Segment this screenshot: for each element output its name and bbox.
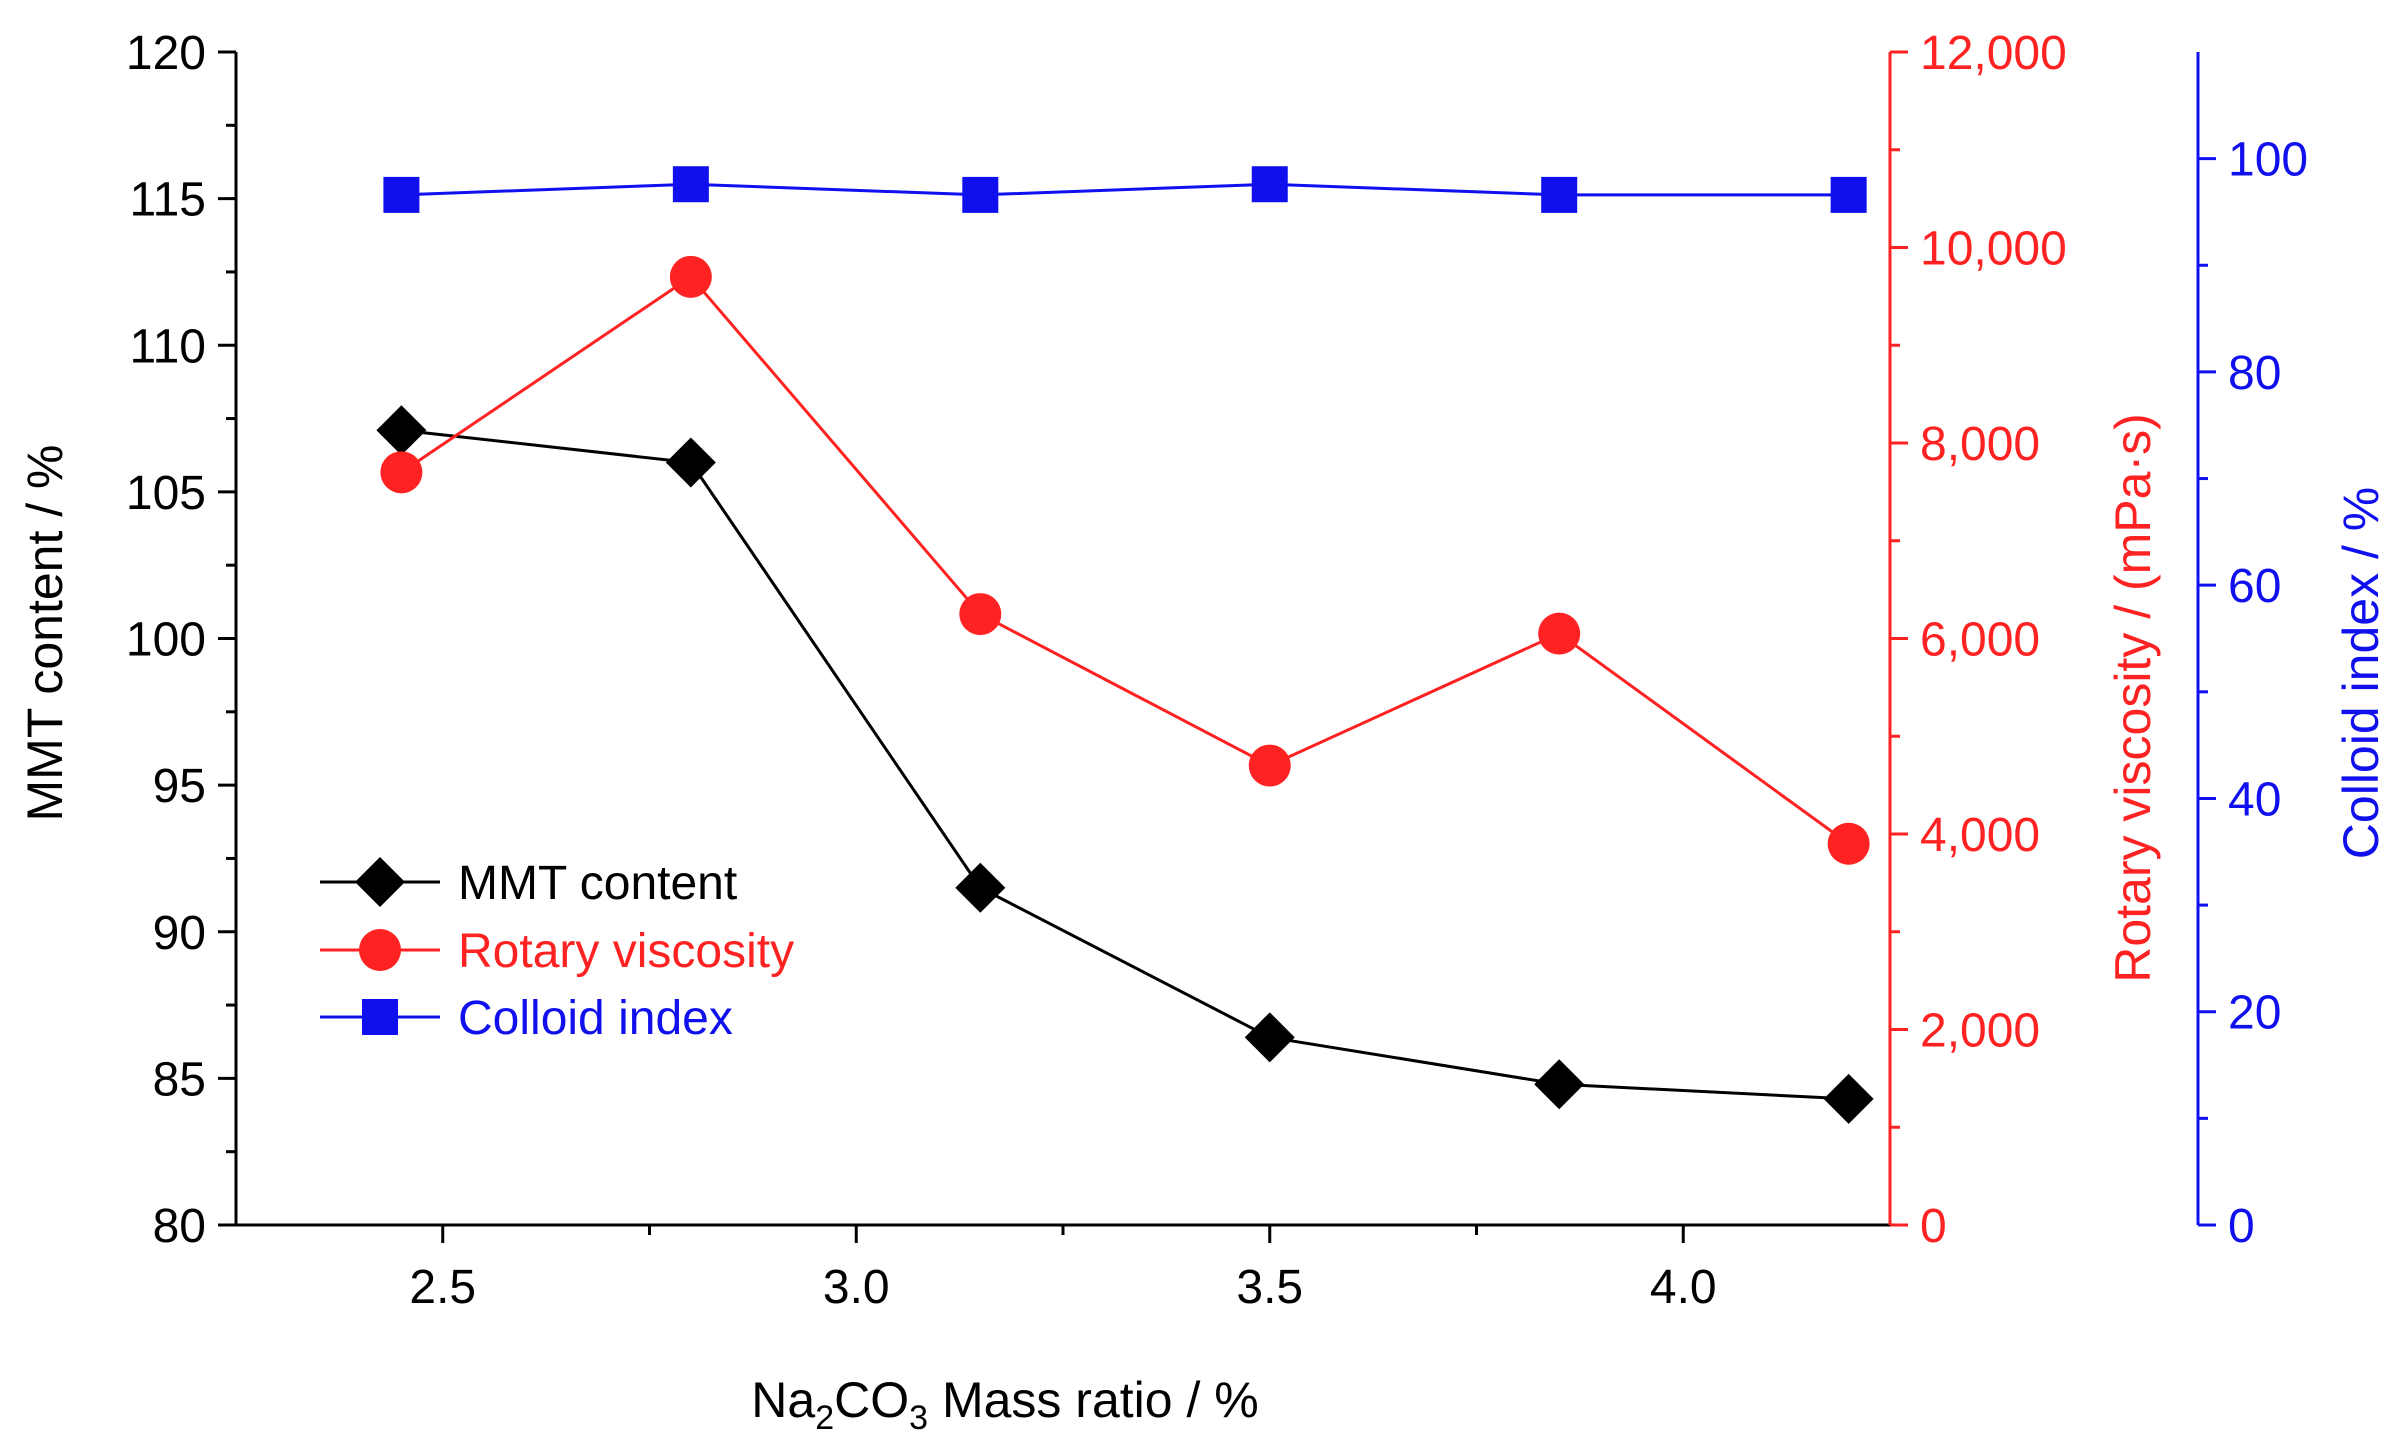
left-y-axis: 80 85 90 95 100 105 110 115 120 (126, 27, 238, 1253)
data-point (1244, 1012, 1295, 1063)
data-point (1827, 822, 1870, 865)
data-point (380, 451, 423, 494)
legend-item: MMT content (320, 857, 737, 910)
legend-marker (362, 999, 398, 1035)
legend-item: Colloid index (320, 992, 733, 1045)
right1-tick-label: 0 (1920, 1200, 1947, 1253)
data-point (383, 176, 420, 213)
series-layer (376, 166, 1874, 1124)
data-point (1538, 612, 1581, 655)
legend-marker (355, 857, 405, 907)
data-point (1248, 744, 1291, 787)
x-axis: 2.5 3.0 3.5 4.0 (409, 1225, 1717, 1314)
plot-frame (234, 52, 1890, 1227)
series-circle (380, 255, 1870, 865)
right1-tick-label: 4,000 (1920, 809, 2040, 862)
series-square (383, 166, 1867, 213)
right1-tick-label: 6,000 (1920, 614, 2040, 667)
legend-label: MMT content (458, 857, 737, 910)
right2-tick-label: 0 (2228, 1200, 2255, 1253)
x-axis-title: Na2CO3 Mass ratio / % (751, 1372, 1258, 1437)
left-tick-label: 110 (129, 320, 206, 373)
left-tick-label: 80 (153, 1200, 206, 1253)
series-line (401, 428, 1849, 1101)
series-diamond (376, 405, 1874, 1124)
left-tick-label: 100 (126, 614, 206, 667)
data-point (959, 593, 1002, 636)
right2-tick-label: 100 (2228, 134, 2308, 187)
x-tick-label: 3.5 (1236, 1261, 1303, 1314)
right2-tick-label: 60 (2228, 560, 2281, 613)
left-tick-label: 120 (126, 27, 206, 80)
right1-tick-label: 12,000 (1920, 27, 2067, 80)
viscosity-axis-title: Rotary viscosity / (mPa·s) (2105, 413, 2161, 983)
colloid-y-axis: 0 20 40 60 80 100 (2196, 52, 2308, 1253)
right1-tick-label: 10,000 (1920, 223, 2067, 276)
data-point (1534, 1059, 1585, 1110)
legend-label: Colloid index (458, 992, 733, 1045)
legend-item: Rotary viscosity (320, 925, 794, 978)
x-axis-title-mid: CO (834, 1372, 909, 1428)
x-tick-label: 2.5 (409, 1261, 476, 1314)
x-tick-label: 4.0 (1650, 1261, 1717, 1314)
left-tick-label: 85 (153, 1053, 206, 1106)
data-point (1541, 176, 1578, 213)
data-point (962, 176, 999, 213)
colloid-axis-title: Colloid index / % (2333, 487, 2389, 859)
x-tick-label: 3.0 (823, 1261, 890, 1314)
right2-tick-label: 80 (2228, 347, 2281, 400)
legend-label: Rotary viscosity (458, 925, 794, 978)
data-point (669, 255, 712, 298)
x-axis-title-pre: Na (751, 1372, 815, 1428)
right1-tick-label: 8,000 (1920, 418, 2040, 471)
left-tick-label: 95 (153, 760, 206, 813)
series-line (401, 182, 1849, 197)
data-point (955, 862, 1006, 913)
data-point (376, 405, 427, 456)
x-axis-title-sub1: 2 (815, 1399, 834, 1437)
data-point (1251, 166, 1288, 203)
data-point (672, 166, 709, 203)
viscosity-y-axis: 0 2,000 4,000 6,000 8,000 10,000 12,000 (1888, 27, 2067, 1253)
left-tick-label: 105 (126, 467, 206, 520)
left-tick-label: 90 (153, 907, 206, 960)
series-line (400, 274, 1850, 845)
x-axis-title-post: Mass ratio / % (928, 1372, 1259, 1428)
left-tick-label: 115 (129, 174, 206, 227)
right1-tick-label: 2,000 (1920, 1005, 2040, 1058)
data-point (665, 437, 716, 488)
left-axis-title: MMT content / % (17, 445, 73, 822)
legend: MMT content Rotary viscosity Colloid index (320, 857, 794, 1045)
data-point (1823, 1073, 1874, 1124)
right2-tick-label: 20 (2228, 987, 2281, 1040)
data-point (1830, 176, 1867, 213)
x-axis-title-sub2: 3 (909, 1399, 928, 1437)
legend-marker (359, 929, 401, 971)
right2-tick-label: 40 (2228, 773, 2281, 826)
